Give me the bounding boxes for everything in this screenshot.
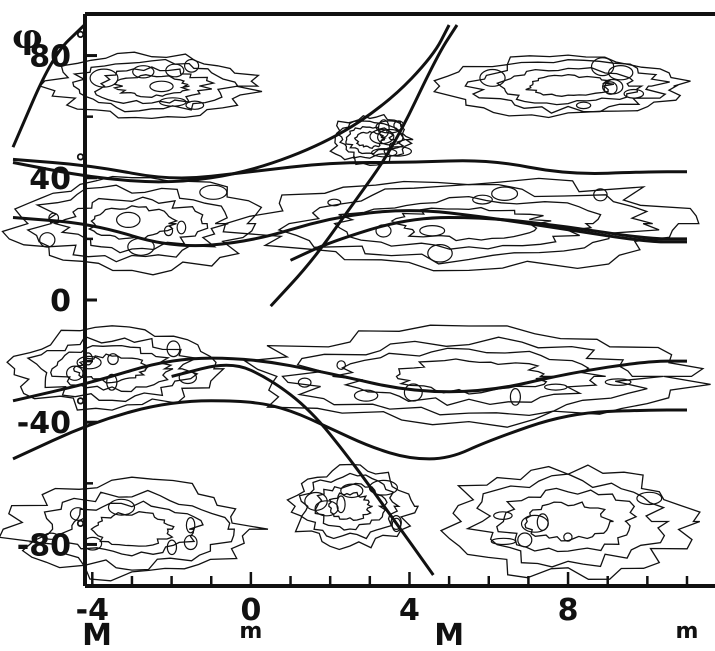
contour-loop — [91, 512, 174, 546]
contour-blob — [186, 518, 194, 533]
x-tick-label: 8 — [558, 593, 579, 628]
x-annotation-label: m — [239, 619, 262, 644]
contour-blob — [428, 245, 452, 262]
contour-blob — [109, 499, 135, 515]
contour-blob — [108, 354, 118, 365]
y-tick-degree: ° — [75, 151, 86, 176]
contour-blob — [491, 538, 515, 544]
contour-blob — [355, 390, 378, 401]
y-axis-label: φ — [12, 17, 43, 57]
contour-blob — [200, 185, 227, 199]
contour-blob — [177, 221, 186, 234]
curve-line — [13, 159, 687, 178]
y-tick-label: 0 — [50, 284, 71, 319]
contour-blob — [545, 384, 567, 390]
contour-blob — [420, 226, 445, 236]
contour-blob — [480, 70, 505, 87]
contour-loop — [397, 359, 554, 394]
x-annotation-label: M — [434, 618, 464, 651]
contour-loop — [315, 483, 387, 530]
curve-layer — [13, 25, 687, 575]
contour-loop — [355, 132, 385, 149]
x-annotation-label: m — [676, 619, 699, 644]
contour-loop — [497, 68, 641, 105]
contour-blob — [337, 496, 345, 513]
contour-layer — [0, 52, 711, 581]
y-tick-label: -80 — [17, 528, 71, 563]
y-tick-degree: ° — [75, 29, 86, 54]
contour-blob — [577, 102, 591, 108]
contour-loop — [335, 197, 601, 250]
contour-blob — [609, 66, 633, 80]
y-tick-degree: ° — [75, 395, 86, 420]
x-ticks: -4 0 4 8M m Mm — [76, 572, 699, 651]
contour-blob — [510, 389, 520, 406]
contour-loop — [526, 75, 614, 97]
contour-loop — [333, 348, 606, 405]
curve-line — [172, 365, 434, 575]
contour-loop — [115, 75, 190, 98]
contour-blob — [117, 212, 140, 227]
contour-blob — [337, 361, 345, 370]
contour-blob — [492, 187, 518, 200]
contour-loop — [89, 206, 176, 239]
contour-blob — [518, 533, 532, 547]
contour-blob — [90, 69, 118, 87]
contour-blob — [341, 484, 363, 497]
contour-blob — [592, 58, 614, 76]
contour-blob — [186, 101, 204, 109]
contour-blob — [494, 512, 512, 520]
x-annotation-label: M — [82, 618, 112, 651]
contour-loop — [329, 493, 373, 521]
contour-blob — [298, 378, 311, 387]
y-tick-degree: ° — [75, 517, 86, 542]
contour-loop — [525, 502, 614, 541]
y-tick-label: -40 — [17, 406, 71, 441]
contour-blob — [564, 533, 572, 541]
x-tick-label: 4 — [399, 593, 420, 628]
contour-blob — [167, 540, 176, 554]
contour-loop — [468, 474, 668, 567]
contour-blob — [404, 384, 422, 401]
contour-blob — [150, 81, 173, 91]
contour-blob — [133, 66, 154, 78]
y-tick-label: 40 — [29, 162, 71, 197]
